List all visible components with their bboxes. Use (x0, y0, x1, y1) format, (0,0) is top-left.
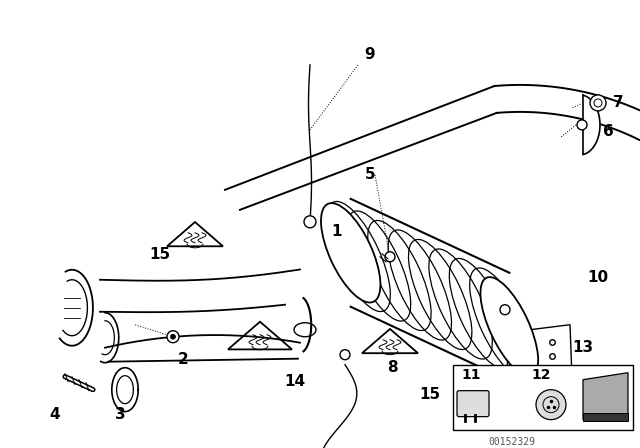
Text: 11: 11 (461, 368, 481, 382)
Circle shape (167, 331, 179, 343)
FancyBboxPatch shape (457, 391, 489, 417)
Text: 2: 2 (178, 352, 188, 367)
Circle shape (590, 95, 606, 111)
Ellipse shape (321, 203, 380, 302)
Text: 14: 14 (284, 374, 305, 389)
Text: 6: 6 (603, 125, 613, 139)
Text: 5: 5 (365, 168, 375, 182)
Polygon shape (100, 313, 119, 363)
Ellipse shape (481, 277, 538, 376)
Text: 13: 13 (572, 340, 593, 355)
Polygon shape (583, 373, 628, 420)
Polygon shape (60, 270, 93, 346)
Ellipse shape (348, 212, 410, 320)
Ellipse shape (410, 241, 471, 349)
Text: 4: 4 (50, 407, 60, 422)
Ellipse shape (369, 221, 430, 330)
Ellipse shape (470, 269, 532, 377)
Circle shape (304, 216, 316, 228)
Polygon shape (112, 368, 138, 412)
Polygon shape (530, 325, 572, 379)
Ellipse shape (450, 259, 512, 368)
Circle shape (385, 252, 395, 262)
Text: 00152329: 00152329 (488, 437, 536, 447)
Ellipse shape (389, 231, 451, 339)
Ellipse shape (430, 250, 492, 358)
Circle shape (536, 390, 566, 420)
Text: 12: 12 (531, 368, 550, 382)
Text: 3: 3 (115, 407, 125, 422)
Text: 7: 7 (612, 95, 623, 110)
Circle shape (340, 350, 350, 360)
Circle shape (500, 305, 510, 315)
Text: 8: 8 (387, 360, 397, 375)
Text: 9: 9 (365, 47, 375, 62)
Polygon shape (583, 95, 600, 155)
Bar (583, 413, 628, 421)
Ellipse shape (328, 202, 390, 310)
Text: 15: 15 (419, 387, 440, 402)
Text: 1: 1 (332, 224, 342, 239)
Bar (453, 365, 633, 430)
Text: 10: 10 (588, 270, 609, 285)
Circle shape (170, 334, 175, 339)
Circle shape (577, 120, 587, 130)
Text: 15: 15 (149, 247, 171, 262)
